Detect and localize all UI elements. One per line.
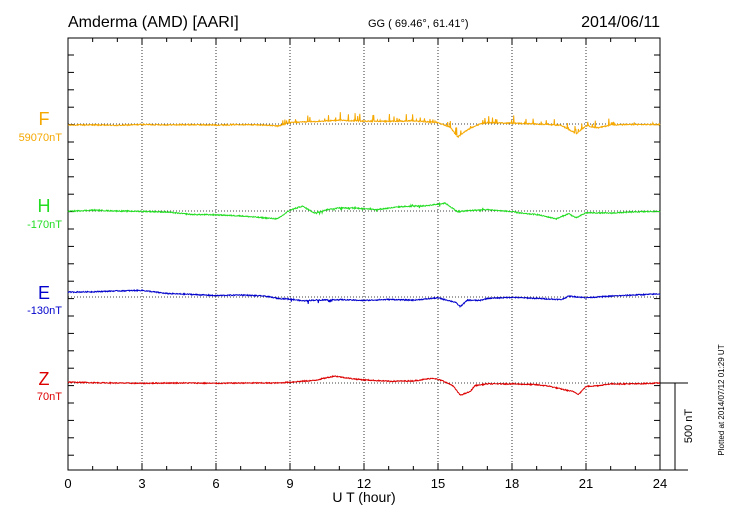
series-label-E: E xyxy=(38,283,50,303)
x-axis-label: U T (hour) xyxy=(332,489,395,505)
series-label-Z: Z xyxy=(39,369,50,389)
series-line-Z xyxy=(67,375,661,396)
x-tick-label: 21 xyxy=(579,476,593,491)
baseline-label-Z: 70nT xyxy=(37,391,62,403)
scale-bar: 500 nT xyxy=(660,382,695,471)
series-lines xyxy=(67,112,661,396)
x-tick-label: 15 xyxy=(431,476,445,491)
baseline-label-H: -170nT xyxy=(27,219,62,231)
x-tick-labels: 0 3 6 9 12 15 18 21 24 xyxy=(64,476,667,491)
ticks xyxy=(67,38,661,470)
series-label-F: F xyxy=(39,109,50,129)
plotted-at-note: Plotted at 2014/07/12 01:29 UT xyxy=(717,344,726,455)
coordinates-label: GG ( 69.46°, 61.41°) xyxy=(368,18,469,30)
x-tick-label: 6 xyxy=(212,476,219,491)
x-tick-label: 9 xyxy=(286,476,293,491)
series-line-H xyxy=(67,201,661,221)
grid xyxy=(68,38,660,470)
series-line-F xyxy=(67,112,661,139)
baseline-label-E: -130nT xyxy=(27,305,62,317)
series-label-H: H xyxy=(38,196,51,216)
x-tick-label: 3 xyxy=(138,476,145,491)
series-labels: F 59070nT H -170nT E -130nT Z 70nT xyxy=(19,109,63,403)
scale-bar-label: 500 nT xyxy=(683,409,695,444)
x-tick-label: 0 xyxy=(64,476,71,491)
x-tick-label: 12 xyxy=(357,476,371,491)
baseline-label-F: 59070nT xyxy=(19,132,63,144)
x-tick-label: 24 xyxy=(653,476,667,491)
x-tick-label: 18 xyxy=(505,476,519,491)
station-title: Amderma (AMD) [AARI] xyxy=(68,14,239,31)
date-label: 2014/06/11 xyxy=(581,14,660,31)
series-line-E xyxy=(67,288,661,308)
